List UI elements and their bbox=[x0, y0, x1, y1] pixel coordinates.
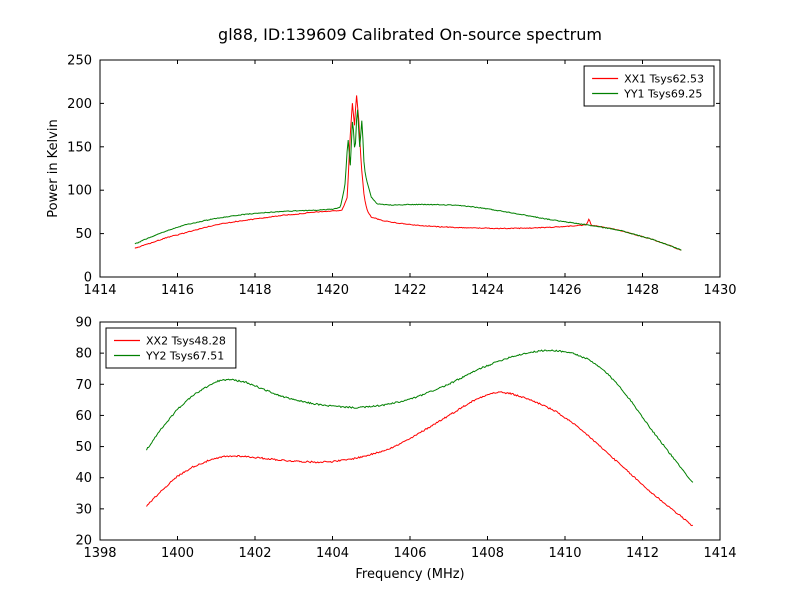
y-tick-label: 50 bbox=[75, 440, 92, 455]
x-tick-label: 1406 bbox=[393, 546, 426, 561]
x-tick-label: 1400 bbox=[161, 546, 194, 561]
legend-entry-label: YY2 Tsys67.51 bbox=[145, 350, 224, 363]
x-tick-label: 1428 bbox=[626, 283, 659, 298]
y-tick-label: 80 bbox=[75, 347, 92, 362]
x-tick-label: 1414 bbox=[703, 546, 736, 561]
x-tick-label: 1408 bbox=[471, 546, 504, 561]
legend-entry-label: XX1 Tsys62.53 bbox=[624, 73, 704, 86]
x-axis-label: Frequency (MHz) bbox=[355, 567, 464, 582]
y-tick-label: 70 bbox=[75, 378, 92, 393]
series-yy1 bbox=[134, 109, 682, 251]
x-tick-label: 1412 bbox=[626, 546, 659, 561]
x-tick-label: 1426 bbox=[548, 283, 581, 298]
x-tick-label: 1424 bbox=[471, 283, 504, 298]
figure-title: gl88, ID:139609 Calibrated On-source spe… bbox=[218, 25, 602, 44]
y-tick-label: 0 bbox=[84, 271, 92, 286]
legend: XX1 Tsys62.53 YY1 Tsys69.25 bbox=[583, 65, 715, 107]
legend-entry-label: YY1 Tsys69.25 bbox=[623, 88, 702, 101]
legend-box bbox=[105, 327, 237, 369]
y-tick-label: 30 bbox=[75, 502, 92, 517]
y-tick-label: 250 bbox=[67, 54, 92, 69]
subplot-1: 1414 1416 1418 1420 1422 1424 1426 1428 1430 0 50 1… bbox=[46, 54, 737, 299]
y-axis-label: Power in Kelvin bbox=[46, 119, 61, 217]
y-tick-label: 100 bbox=[67, 184, 92, 199]
y-tick-label: 50 bbox=[75, 227, 92, 242]
series-yy2 bbox=[146, 349, 694, 483]
series-xx1 bbox=[134, 95, 682, 251]
y-tick-label: 150 bbox=[67, 140, 92, 155]
x-tick-label: 1410 bbox=[548, 546, 581, 561]
subplot-2: 1398 1400 1402 1404 1406 1408 1410 1412 1414 20 30… bbox=[75, 316, 736, 583]
y-tick-label: 60 bbox=[75, 409, 92, 424]
series-xx2 bbox=[146, 391, 694, 527]
x-tick-label: 1422 bbox=[393, 283, 426, 298]
x-tick-label: 1430 bbox=[703, 283, 736, 298]
legend-box bbox=[583, 65, 715, 107]
x-tick-label: 1416 bbox=[161, 283, 194, 298]
x-tick-label: 1398 bbox=[83, 546, 116, 561]
y-tick-label: 20 bbox=[75, 534, 92, 549]
x-tick-label: 1418 bbox=[238, 283, 271, 298]
y-tick-label: 90 bbox=[75, 316, 92, 331]
legend-entry-label: XX2 Tsys48.28 bbox=[146, 335, 226, 348]
y-tick-label: 40 bbox=[75, 471, 92, 486]
x-tick-label: 1420 bbox=[316, 283, 349, 298]
y-tick-label: 200 bbox=[67, 97, 92, 112]
x-tick-label: 1402 bbox=[238, 546, 271, 561]
x-tick-label: 1404 bbox=[316, 546, 349, 561]
x-tick-label: 1414 bbox=[83, 283, 116, 298]
legend: XX2 Tsys48.28 YY2 Tsys67.51 bbox=[105, 327, 237, 369]
